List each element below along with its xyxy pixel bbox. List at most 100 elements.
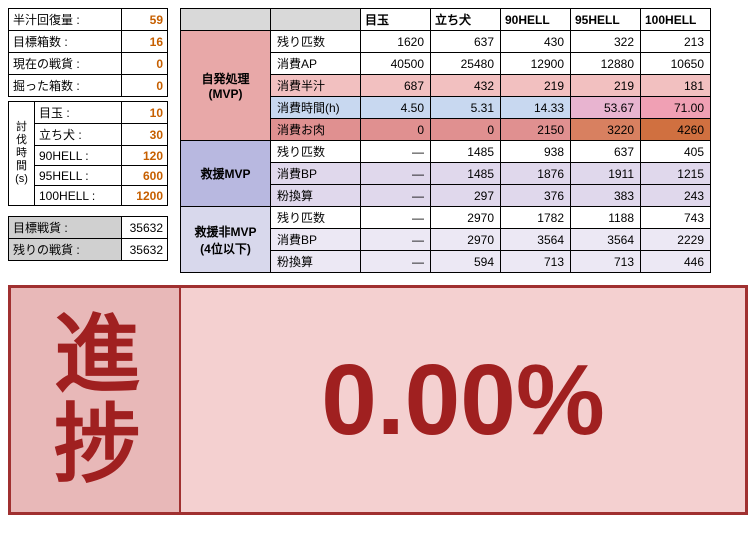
data-cell: 12880 xyxy=(571,53,641,75)
time-value: 600 xyxy=(122,166,168,186)
data-cell: 2970 xyxy=(431,207,501,229)
row-label: 消費BP xyxy=(271,229,361,251)
data-cell: 243 xyxy=(641,185,711,207)
total-label: 目標戦貨 : xyxy=(9,217,122,239)
data-cell: 1485 xyxy=(431,163,501,185)
data-cell: 14.33 xyxy=(501,97,571,119)
param-label: 掘った箱数 : xyxy=(9,75,122,97)
totals-table: 目標戦貨 : 35632残りの戦貨 : 35632 xyxy=(8,216,168,261)
data-cell: 297 xyxy=(431,185,501,207)
param-label: 現在の戦貨 : xyxy=(9,53,122,75)
time-label: 立ち犬 : xyxy=(35,124,122,146)
progress-label-line2: 捗 xyxy=(54,400,136,490)
time-header: 討伐時間(s) xyxy=(9,102,35,206)
data-cell: 322 xyxy=(571,31,641,53)
progress-value: 0.00% xyxy=(181,288,745,512)
column-header: 100HELL xyxy=(641,9,711,31)
progress-label: 進 捗 xyxy=(11,288,181,512)
total-label: 残りの戦貨 : xyxy=(9,239,122,261)
data-cell: 430 xyxy=(501,31,571,53)
data-cell: 1485 xyxy=(431,141,501,163)
data-cell: 53.67 xyxy=(571,97,641,119)
data-cell: — xyxy=(361,185,431,207)
data-cell: 446 xyxy=(641,251,711,273)
data-cell: — xyxy=(361,163,431,185)
total-value: 35632 xyxy=(122,239,168,261)
param-value: 0 xyxy=(122,75,168,97)
row-label: 消費半汁 xyxy=(271,75,361,97)
param-label: 半汁回復量 : xyxy=(9,9,122,31)
data-cell: 40500 xyxy=(361,53,431,75)
row-label: 粉換算 xyxy=(271,251,361,273)
data-cell: 2970 xyxy=(431,229,501,251)
data-cell: 0 xyxy=(361,119,431,141)
corner-cell xyxy=(271,9,361,31)
time-value: 1200 xyxy=(122,186,168,206)
progress-label-line1: 進 xyxy=(54,310,136,400)
data-cell: 383 xyxy=(571,185,641,207)
progress-panel: 進 捗 0.00% xyxy=(8,285,748,515)
data-cell: — xyxy=(361,229,431,251)
section-header: 救援MVP xyxy=(181,141,271,207)
row-label: 消費お肉 xyxy=(271,119,361,141)
param-value: 0 xyxy=(122,53,168,75)
data-cell: 432 xyxy=(431,75,501,97)
data-cell: 743 xyxy=(641,207,711,229)
column-header: 目玉 xyxy=(361,9,431,31)
data-cell: 219 xyxy=(501,75,571,97)
time-value: 10 xyxy=(122,102,168,124)
data-cell: 713 xyxy=(501,251,571,273)
data-cell: 213 xyxy=(641,31,711,53)
time-label: 95HELL : xyxy=(35,166,122,186)
params-table: 半汁回復量 : 59目標箱数 : 16現在の戦貨 : 0掘った箱数 : 0 xyxy=(8,8,168,97)
param-label: 目標箱数 : xyxy=(9,31,122,53)
row-label: 残り匹数 xyxy=(271,141,361,163)
data-cell: 219 xyxy=(571,75,641,97)
param-value: 16 xyxy=(122,31,168,53)
data-cell: 3220 xyxy=(571,119,641,141)
time-label: 100HELL : xyxy=(35,186,122,206)
total-value: 35632 xyxy=(122,217,168,239)
data-cell: 594 xyxy=(431,251,501,273)
time-label: 目玉 : xyxy=(35,102,122,124)
data-cell: 1876 xyxy=(501,163,571,185)
data-cell: 376 xyxy=(501,185,571,207)
data-cell: 1911 xyxy=(571,163,641,185)
data-cell: 637 xyxy=(431,31,501,53)
data-cell: — xyxy=(361,251,431,273)
data-cell: 1782 xyxy=(501,207,571,229)
data-cell: 2150 xyxy=(501,119,571,141)
param-value: 59 xyxy=(122,9,168,31)
data-cell: 3564 xyxy=(501,229,571,251)
row-label: 残り匹数 xyxy=(271,31,361,53)
data-cell: — xyxy=(361,141,431,163)
main-table: 目玉立ち犬90HELL95HELL100HELL自発処理(MVP)残り匹数162… xyxy=(180,8,711,273)
data-cell: 938 xyxy=(501,141,571,163)
data-cell: 405 xyxy=(641,141,711,163)
data-cell: 10650 xyxy=(641,53,711,75)
column-header: 95HELL xyxy=(571,9,641,31)
column-header: 立ち犬 xyxy=(431,9,501,31)
data-cell: 5.31 xyxy=(431,97,501,119)
row-label: 消費時間(h) xyxy=(271,97,361,119)
time-value: 30 xyxy=(122,124,168,146)
data-cell: 4.50 xyxy=(361,97,431,119)
data-cell: 1215 xyxy=(641,163,711,185)
row-label: 残り匹数 xyxy=(271,207,361,229)
time-value: 120 xyxy=(122,146,168,166)
data-cell: 2229 xyxy=(641,229,711,251)
data-cell: 713 xyxy=(571,251,641,273)
data-cell: 4260 xyxy=(641,119,711,141)
data-cell: 1188 xyxy=(571,207,641,229)
time-table: 討伐時間(s)目玉 :10立ち犬 :3090HELL :12095HELL :6… xyxy=(8,101,168,206)
corner-cell xyxy=(181,9,271,31)
data-cell: 0 xyxy=(431,119,501,141)
data-cell: 637 xyxy=(571,141,641,163)
section-header: 救援非MVP(4位以下) xyxy=(181,207,271,273)
row-label: 粉換算 xyxy=(271,185,361,207)
data-cell: 687 xyxy=(361,75,431,97)
column-header: 90HELL xyxy=(501,9,571,31)
row-label: 消費AP xyxy=(271,53,361,75)
data-cell: — xyxy=(361,207,431,229)
data-cell: 71.00 xyxy=(641,97,711,119)
